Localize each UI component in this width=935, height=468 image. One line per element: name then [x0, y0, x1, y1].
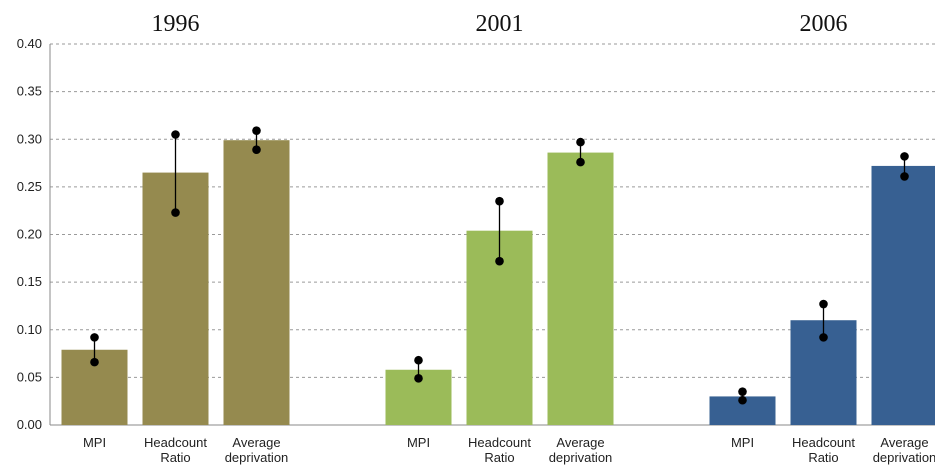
- error-lower-point: [495, 256, 504, 266]
- y-tick-label: 0.40: [17, 36, 42, 51]
- error-upper-point: [495, 196, 504, 206]
- year-label: 1996: [152, 11, 200, 37]
- category-label: Headcount: [144, 435, 207, 450]
- y-tick-label: 0.10: [17, 322, 42, 337]
- error-lower-point: [900, 172, 909, 181]
- category-label: Ratio: [484, 450, 514, 465]
- category-label: MPI: [731, 435, 754, 450]
- y-tick-label: 0.05: [17, 369, 42, 384]
- error-lower-point: [90, 357, 99, 367]
- bars: [61, 140, 935, 426]
- y-tick-label: 0.00: [17, 417, 42, 432]
- category-label: deprivation: [225, 450, 289, 465]
- bar: [547, 152, 614, 425]
- category-label: Ratio: [160, 450, 190, 465]
- category-label: Headcount: [468, 435, 531, 450]
- error-lower-point: [819, 333, 828, 342]
- y-tick-label: 0.15: [17, 274, 42, 289]
- category-label: MPI: [83, 435, 106, 450]
- error-upper-point: [414, 355, 423, 365]
- error-upper-point: [576, 137, 585, 147]
- category-label: Average: [232, 435, 280, 450]
- category-label: Ratio: [808, 450, 838, 465]
- error-lower-point: [252, 145, 261, 155]
- error-lower-point: [171, 208, 180, 217]
- y-tick-label: 0.30: [17, 131, 42, 146]
- category-label: Average: [556, 435, 604, 450]
- error-lower-point: [414, 374, 423, 383]
- y-tick-label: 0.20: [17, 227, 42, 242]
- y-tick-label: 0.25: [17, 179, 42, 194]
- category-label: deprivation: [873, 450, 935, 465]
- error-lower-point: [738, 395, 747, 405]
- error-upper-point: [90, 333, 99, 342]
- category-label: MPI: [407, 435, 430, 450]
- error-upper-point: [171, 130, 180, 139]
- category-label: deprivation: [549, 450, 613, 465]
- error-lower-point: [576, 157, 585, 167]
- error-upper-point: [900, 152, 909, 161]
- error-upper-point: [738, 387, 747, 396]
- y-tick-label: 0.35: [17, 84, 42, 99]
- year-label: 2001: [476, 11, 524, 37]
- error-upper-point: [819, 299, 828, 309]
- labels: 0.00 0.05 0.10 0.15 0.20 0.25 0.30 0.35 0.40 1996…: [17, 11, 935, 465]
- category-label: Average: [880, 435, 928, 450]
- bar: [871, 165, 935, 426]
- year-label: 2006: [800, 11, 848, 37]
- bar: [223, 140, 290, 425]
- category-label: Headcount: [792, 435, 855, 450]
- error-upper-point: [252, 126, 261, 135]
- error-bars: [90, 126, 909, 405]
